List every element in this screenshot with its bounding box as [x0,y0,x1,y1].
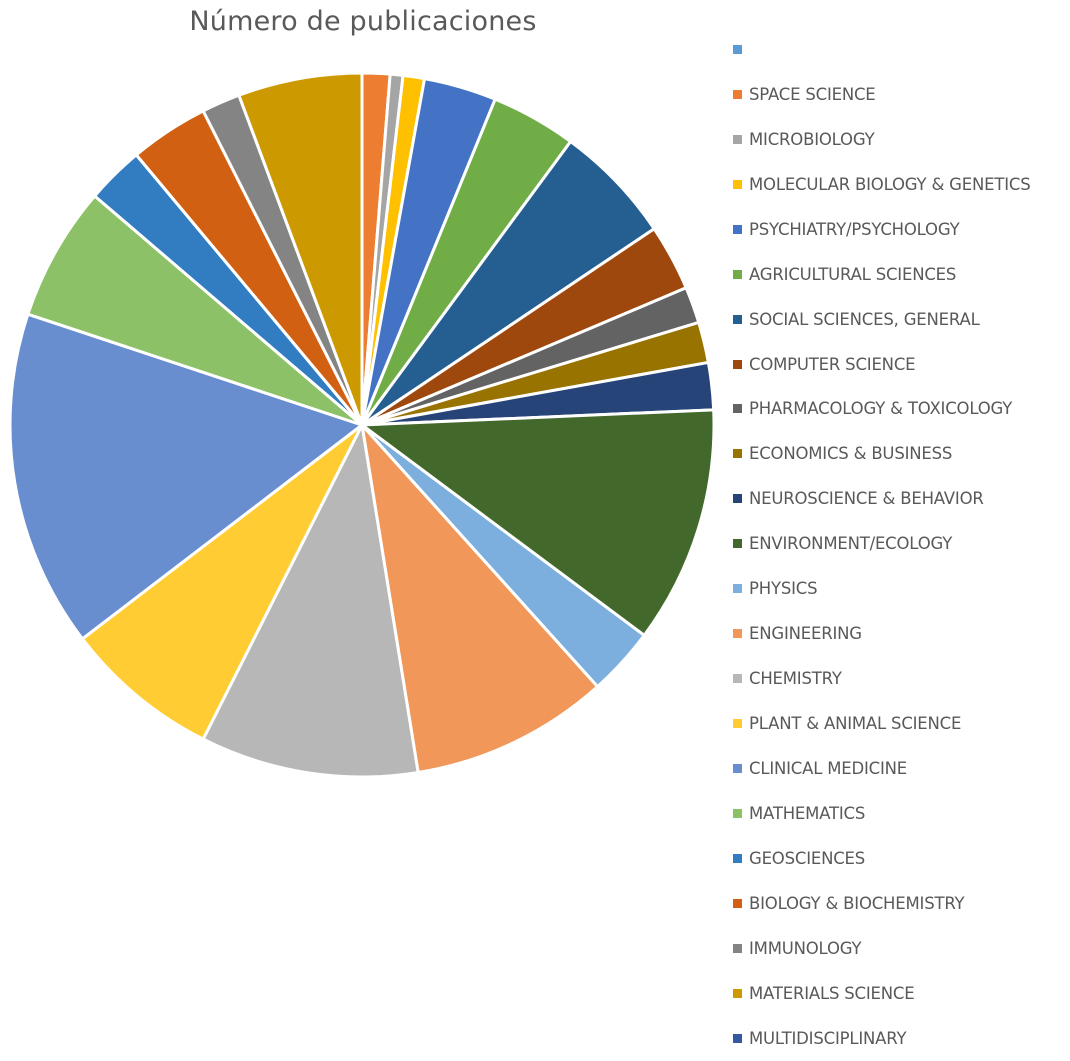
pie-slice-engineering [360,423,600,774]
legend-item-blank [733,27,1031,72]
legend-item-microbiology: MICROBIOLOGY [733,117,1031,162]
legend-item-agricultural-sciences: AGRICULTURAL SCIENCES [733,252,1031,297]
legend-label: MICROBIOLOGY [749,129,875,149]
legend-item-computer-science: COMPUTER SCIENCE [733,342,1031,387]
legend-label: CHEMISTRY [749,669,842,689]
legend-item-multidisciplinary: MULTIDISCIPLINARY [733,1016,1031,1061]
legend-label: BIOLOGY & BIOCHEMISTRY [749,893,965,913]
pie-slice-materials-science [237,71,364,427]
pie-slices [8,71,716,779]
legend-swatch [733,719,742,729]
legend-swatch [733,404,742,414]
legend-label: NEUROSCIENCE & BEHAVIOR [749,489,984,509]
legend-swatch [733,808,742,818]
legend-swatch [733,674,742,684]
legend-swatch [733,134,742,144]
legend-label: IMMUNOLOGY [749,938,862,958]
pie-slice-mathematics [26,194,364,427]
legend-label: MULTIDISCIPLINARY [749,1028,907,1048]
legend-item-economics-business: ECONOMICS & BUSINESS [733,431,1031,476]
legend-swatch [733,269,742,279]
legend-item-pharmacology-toxicology: PHARMACOLOGY & TOXICOLOGY [733,387,1031,432]
legend-label: ENGINEERING [749,624,862,644]
pie-chart [8,71,716,779]
legend-swatch [733,314,742,324]
legend-swatch [733,494,742,504]
legend-item-physics: PHYSICS [733,566,1031,611]
legend-swatch [733,224,742,234]
legend-swatch [733,898,742,908]
pie-slice-chemistry [201,423,420,779]
legend-swatch [733,853,742,863]
pie-slice-plant-animal-science [80,423,364,741]
legend-label: AGRICULTURAL SCIENCES [749,264,957,284]
legend-item-biology-biochemistry: BIOLOGY & BIOCHEMISTRY [733,881,1031,926]
legend-label: COMPUTER SCIENCE [749,354,916,374]
legend-label: PSYCHIATRY/PSYCHOLOGY [749,219,960,239]
legend-item-chemistry: CHEMISTRY [733,656,1031,701]
legend-item-immunology: IMMUNOLOGY [733,926,1031,971]
pie-slice-environment-ecology [360,408,716,637]
chart-title: Número de publicaciones [189,6,537,37]
legend-label: PHYSICS [749,579,818,599]
legend-item-psychiatry-psychology: PSYCHIATRY/PSYCHOLOGY [733,207,1031,252]
legend-item-environment-ecology: ENVIRONMENT/ECOLOGY [733,521,1031,566]
legend-label: SOCIAL SCIENCES, GENERAL [749,309,980,329]
legend-swatch [733,1033,742,1043]
legend-item-molecular-biology-genetics: MOLECULAR BIOLOGY & GENETICS [733,162,1031,207]
legend-item-plant-animal-science: PLANT & ANIMAL SCIENCE [733,701,1031,746]
legend-label: ECONOMICS & BUSINESS [749,444,953,464]
legend-label: MATERIALS SCIENCE [749,983,915,1003]
legend-label: PHARMACOLOGY & TOXICOLOGY [749,399,1013,419]
legend-item-materials-science: MATERIALS SCIENCE [733,971,1031,1016]
legend-label: CLINICAL MEDICINE [749,758,908,778]
legend-item-geosciences: GEOSCIENCES [733,836,1031,881]
legend-swatch [733,943,742,953]
legend: SPACE SCIENCE MICROBIOLOGY MOLECULAR BIOLO… [733,27,1031,1061]
legend-item-clinical-medicine: CLINICAL MEDICINE [733,746,1031,791]
legend-swatch [733,539,742,549]
legend-item-social-sciences-general: SOCIAL SCIENCES, GENERAL [733,297,1031,342]
legend-swatch [733,629,742,639]
legend-item-neuroscience-behavior: NEUROSCIENCE & BEHAVIOR [733,476,1031,521]
legend-swatch [733,179,742,189]
legend-swatch [733,584,742,594]
legend-label: MATHEMATICS [749,803,866,823]
legend-swatch [733,988,742,998]
legend-swatch [733,763,742,773]
legend-label: MOLECULAR BIOLOGY & GENETICS [749,174,1031,194]
legend-swatch [733,89,742,99]
legend-item-space-science: SPACE SCIENCE [733,72,1031,117]
legend-label: SPACE SCIENCE [749,84,876,104]
legend-item-engineering: ENGINEERING [733,611,1031,656]
legend-swatch [733,44,742,54]
legend-label: PLANT & ANIMAL SCIENCE [749,714,962,734]
legend-item-mathematics: MATHEMATICS [733,791,1031,836]
legend-label: GEOSCIENCES [749,848,866,868]
pie-slice-clinical-medicine [8,312,364,641]
legend-swatch [733,359,742,369]
legend-swatch [733,449,742,459]
legend-label: ENVIRONMENT/ECOLOGY [749,534,953,554]
